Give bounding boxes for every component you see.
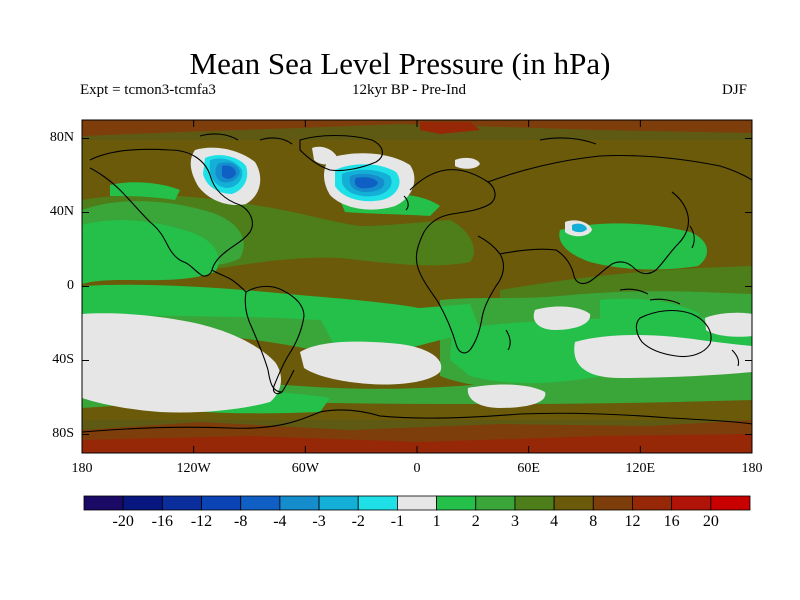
colorbar-box xyxy=(122,495,163,511)
colorbar-box xyxy=(240,495,281,511)
field-patch-neutral xyxy=(300,341,442,385)
lat-tick-label: 40S xyxy=(52,351,74,367)
colorbar xyxy=(83,495,751,511)
colorbar-label: 16 xyxy=(663,513,680,530)
colorbar-label: -8 xyxy=(234,513,248,530)
coastline-segment xyxy=(299,135,383,172)
colorbar-label: 3 xyxy=(510,513,519,530)
colorbar-box xyxy=(83,495,124,511)
lat-tick-label: 80S xyxy=(52,425,74,441)
colorbar-box xyxy=(161,495,202,511)
lon-tick-label: 120E xyxy=(625,461,656,476)
experiment-label: Expt = tcmon3-tcmfa3 xyxy=(80,82,216,98)
pressure-fields xyxy=(82,120,752,453)
colorbar-box xyxy=(514,495,555,511)
colorbar-box xyxy=(397,495,437,511)
coastline-segment xyxy=(487,154,752,183)
field-patch-dark-red xyxy=(420,122,480,134)
field-patch-neutral xyxy=(467,384,546,408)
lat-tick-label: 80N xyxy=(49,129,74,145)
coastline-segment xyxy=(649,298,681,305)
map-title: Mean Sea Level Pressure (in hPa) xyxy=(189,46,611,81)
colorbar-label: 4 xyxy=(550,513,559,530)
colorbar-box xyxy=(357,495,398,511)
lon-tick-label: 120W xyxy=(176,461,211,476)
field-patch-deep-blue xyxy=(354,177,378,189)
coastline-segment xyxy=(403,195,409,211)
colorbar-box xyxy=(632,495,673,511)
field-patch-dark-red xyxy=(82,434,752,453)
field-patch-neutral xyxy=(574,335,752,378)
coastline-segment xyxy=(259,137,293,145)
colorbar-label: -12 xyxy=(190,513,213,530)
coastline-segment xyxy=(635,309,712,358)
colorbar-label: 1 xyxy=(432,513,441,530)
lon-tick-label: 60W xyxy=(291,461,319,476)
colorbar-label: 12 xyxy=(624,513,641,530)
field-patch-light-blue xyxy=(572,223,587,233)
field-patch-neutral xyxy=(82,313,282,413)
colorbar-label: -4 xyxy=(273,513,287,530)
colorbar-box xyxy=(592,495,633,511)
coastline-segment xyxy=(731,349,740,367)
colorbar-label: 2 xyxy=(471,513,480,530)
coastline-segment xyxy=(689,225,695,249)
coastline-segment xyxy=(89,148,253,277)
coastline-segment xyxy=(211,269,247,293)
colorbar-label: -2 xyxy=(351,513,365,530)
field-patch-red-brown xyxy=(82,120,752,136)
coastline-segment xyxy=(499,191,690,285)
lat-tick-label: 40N xyxy=(49,203,74,219)
colorbar-label: 8 xyxy=(589,513,598,530)
field-patch-light-green xyxy=(82,220,219,284)
lon-tick-label: 0 xyxy=(413,461,421,476)
coastline-segment xyxy=(539,137,597,145)
coastline-segment xyxy=(619,288,649,295)
lon-tick-label: 60E xyxy=(517,461,540,476)
field-patch-light-green xyxy=(600,298,700,331)
coastline-segment xyxy=(199,133,239,141)
colorbar-box xyxy=(436,495,477,511)
field-patch-neutral xyxy=(533,306,591,330)
coastlines xyxy=(82,133,752,433)
lon-tick-label: 180 xyxy=(741,461,763,476)
lat-tick-label: 0 xyxy=(67,277,74,293)
field-patch-deep-blue xyxy=(222,165,236,179)
coastline-segment xyxy=(82,409,752,433)
lon-tick-label: 180 xyxy=(71,461,93,476)
colorbar-box xyxy=(475,495,516,511)
colorbar-box xyxy=(553,495,594,511)
coastline-segment xyxy=(244,291,283,393)
map-panel xyxy=(82,120,752,453)
field-patch-neutral xyxy=(455,157,480,169)
coastline-segment xyxy=(409,169,505,354)
field-patch-neutral xyxy=(705,312,752,337)
field-patch-light-green xyxy=(559,223,708,270)
axis-ticks xyxy=(81,120,753,453)
field-patch-neutral xyxy=(312,146,338,165)
coastline-segment xyxy=(505,329,511,351)
colorbar-label: -3 xyxy=(312,513,326,530)
field-patch-light-green xyxy=(110,182,180,200)
season-label: DJF xyxy=(722,82,748,98)
colorbar-box xyxy=(671,495,712,511)
colorbar-label: 20 xyxy=(702,513,719,530)
colorbar-label: -16 xyxy=(151,513,173,530)
colorbar-box xyxy=(710,495,751,511)
colorbar-box xyxy=(201,495,242,511)
colorbar-box xyxy=(318,495,359,511)
colorbar-label: -1 xyxy=(390,513,405,530)
colorbar-box xyxy=(279,495,320,511)
period-label: 12kyr BP - Pre-Ind xyxy=(352,82,467,98)
colorbar-label: -20 xyxy=(112,513,134,530)
